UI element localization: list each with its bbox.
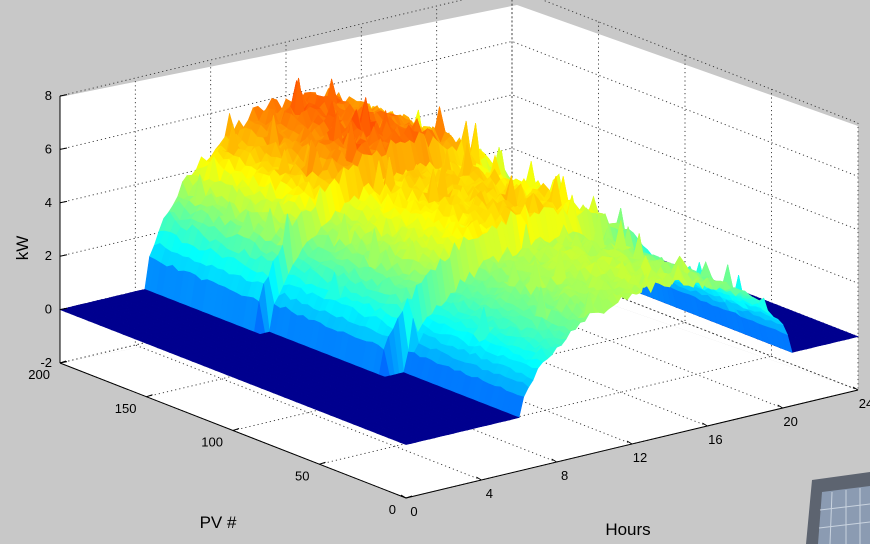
grid-y <box>405 123 859 499</box>
grid-y <box>59 0 513 364</box>
grid-y <box>319 89 772 465</box>
grid-y <box>146 21 599 398</box>
gridlines <box>59 0 859 499</box>
surface <box>58 77 860 445</box>
grid-y <box>232 55 686 431</box>
